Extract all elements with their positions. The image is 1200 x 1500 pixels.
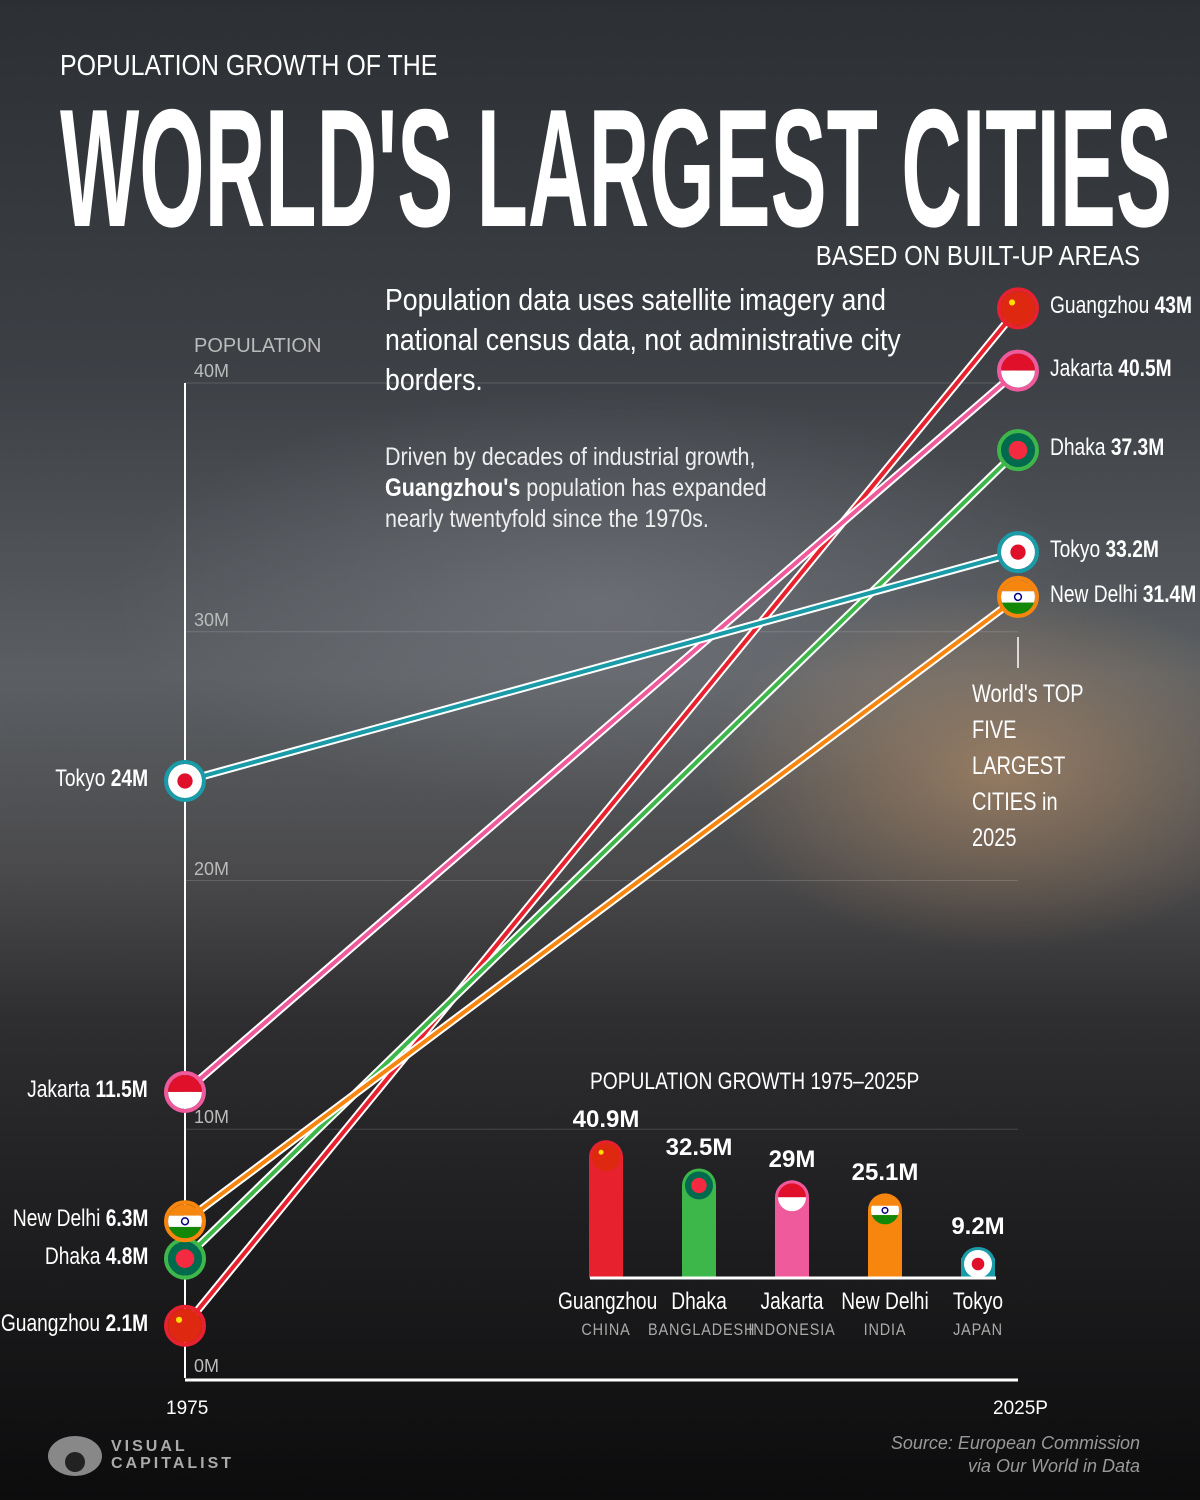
bar-value-label: 9.2M	[951, 1212, 1005, 1240]
bar-category-label: Guangzhou	[558, 1288, 658, 1315]
x-tick-label: 2025P	[993, 1398, 1048, 1419]
bar-chart-title: POPULATION GROWTH 1975–2025P	[590, 1068, 920, 1095]
visual-capitalist-logo: VISUAL CAPITALIST	[45, 1432, 234, 1478]
logo-icon	[48, 1436, 102, 1476]
bar-base	[682, 1258, 716, 1278]
data-label-2025: Guangzhou 43M	[1050, 292, 1192, 320]
bar-country-label: BANGLADESH	[648, 1320, 756, 1339]
flag-icon-bangladesh	[685, 1171, 713, 1200]
bar-base	[775, 1258, 809, 1278]
bar-guangzhou	[589, 1140, 623, 1278]
y-tick-label: 10M	[194, 1107, 230, 1128]
series-line-tokyo	[184, 550, 1019, 783]
flag-icon-china	[592, 1143, 620, 1172]
note-bold: Guangzhou's	[385, 474, 521, 502]
bar-base	[868, 1258, 902, 1278]
bar-value-label: 32.5M	[665, 1134, 733, 1162]
y-axis-label: POPULATION	[194, 335, 322, 357]
source: Source: European Commission via Our World…	[891, 1432, 1140, 1478]
flag-icon-indonesia	[997, 349, 1039, 392]
data-label-2025: Jakarta 40.5M	[1050, 354, 1172, 382]
annotation-top-five: World's TOP FIVE LARGEST CITIES in 2025	[972, 680, 1084, 852]
data-label-1975: Dhaka 4.8M	[44, 1242, 148, 1270]
data-label-1975: Tokyo 24M	[55, 765, 148, 792]
bar-value-label: 25.1M	[851, 1159, 919, 1187]
bar-category-label: Tokyo	[952, 1288, 1004, 1315]
x-tick-label: 1975	[166, 1398, 209, 1419]
flag-icon-india	[871, 1196, 899, 1225]
note-guangzhou: Driven by decades of industrial growth, …	[385, 442, 840, 535]
y-tick-label: 0M	[194, 1356, 220, 1376]
data-label-1975: Guangzhou 2.1M	[0, 1309, 148, 1337]
flag-icon-indonesia	[778, 1183, 806, 1212]
y-tick-label: 20M	[194, 858, 230, 879]
flag-icon-indonesia	[164, 1070, 206, 1113]
flag-icon-bangladesh	[997, 429, 1039, 472]
note-text: Driven by decades of industrial growth,	[385, 443, 756, 471]
data-label-1975: New Delhi 6.3M	[12, 1205, 148, 1233]
flag-icon-japan	[997, 531, 1039, 574]
note-methodology: Population data uses satellite imagery a…	[385, 282, 901, 397]
bar-value-label: 40.9M	[572, 1106, 640, 1134]
data-label-2025: New Delhi 31.4M	[1050, 580, 1197, 608]
bar-base	[589, 1258, 623, 1278]
flag-icon-japan	[964, 1249, 992, 1278]
logo-text: VISUAL	[111, 1438, 188, 1455]
flag-icon-china	[997, 287, 1039, 330]
flag-icon-india	[164, 1200, 206, 1243]
bar-country-label: JAPAN	[953, 1320, 1003, 1339]
flag-icon-bangladesh	[164, 1237, 206, 1280]
bar-country-label: INDIA	[863, 1320, 907, 1339]
y-tick-label: 30M	[194, 609, 230, 630]
flag-icon-india	[997, 575, 1039, 618]
flag-icon-china	[164, 1304, 206, 1347]
subtitle: BASED ON BUILT-UP AREAS	[815, 240, 1140, 271]
source-line: Source: European Commission	[890, 1433, 1140, 1453]
bar-country-label: CHINA	[581, 1320, 631, 1339]
data-label-2025: Dhaka 37.3M	[1050, 434, 1165, 462]
series-line-jakarta	[183, 369, 1020, 1094]
y-tick-label: 40M	[194, 361, 230, 381]
logo-text: CAPITALIST	[111, 1455, 235, 1472]
note-text: population has expanded nearly twentyfol…	[385, 474, 767, 533]
bar-value-label: 29M	[768, 1146, 816, 1174]
data-label-1975: Jakarta 11.5M	[27, 1075, 148, 1103]
page-title: WORLD'S LARGEST CITIES	[60, 74, 1172, 262]
kicker: POPULATION GROWTH OF THE	[60, 50, 438, 82]
data-label-2025: Tokyo 33.2M	[1050, 536, 1159, 564]
bar-country-label: INDONESIA	[748, 1320, 836, 1339]
bar-category-label: Jakarta	[760, 1288, 824, 1315]
bar-category-label: Dhaka	[671, 1288, 727, 1315]
flag-icon-japan	[164, 760, 206, 802]
bar-category-label: New Delhi	[841, 1288, 929, 1315]
series-line-dhaka	[183, 448, 1020, 1261]
source-line: via Our World in Data	[967, 1456, 1140, 1476]
series-line-new-delhi	[183, 595, 1020, 1223]
series-line-guangzhou	[183, 307, 1020, 1328]
